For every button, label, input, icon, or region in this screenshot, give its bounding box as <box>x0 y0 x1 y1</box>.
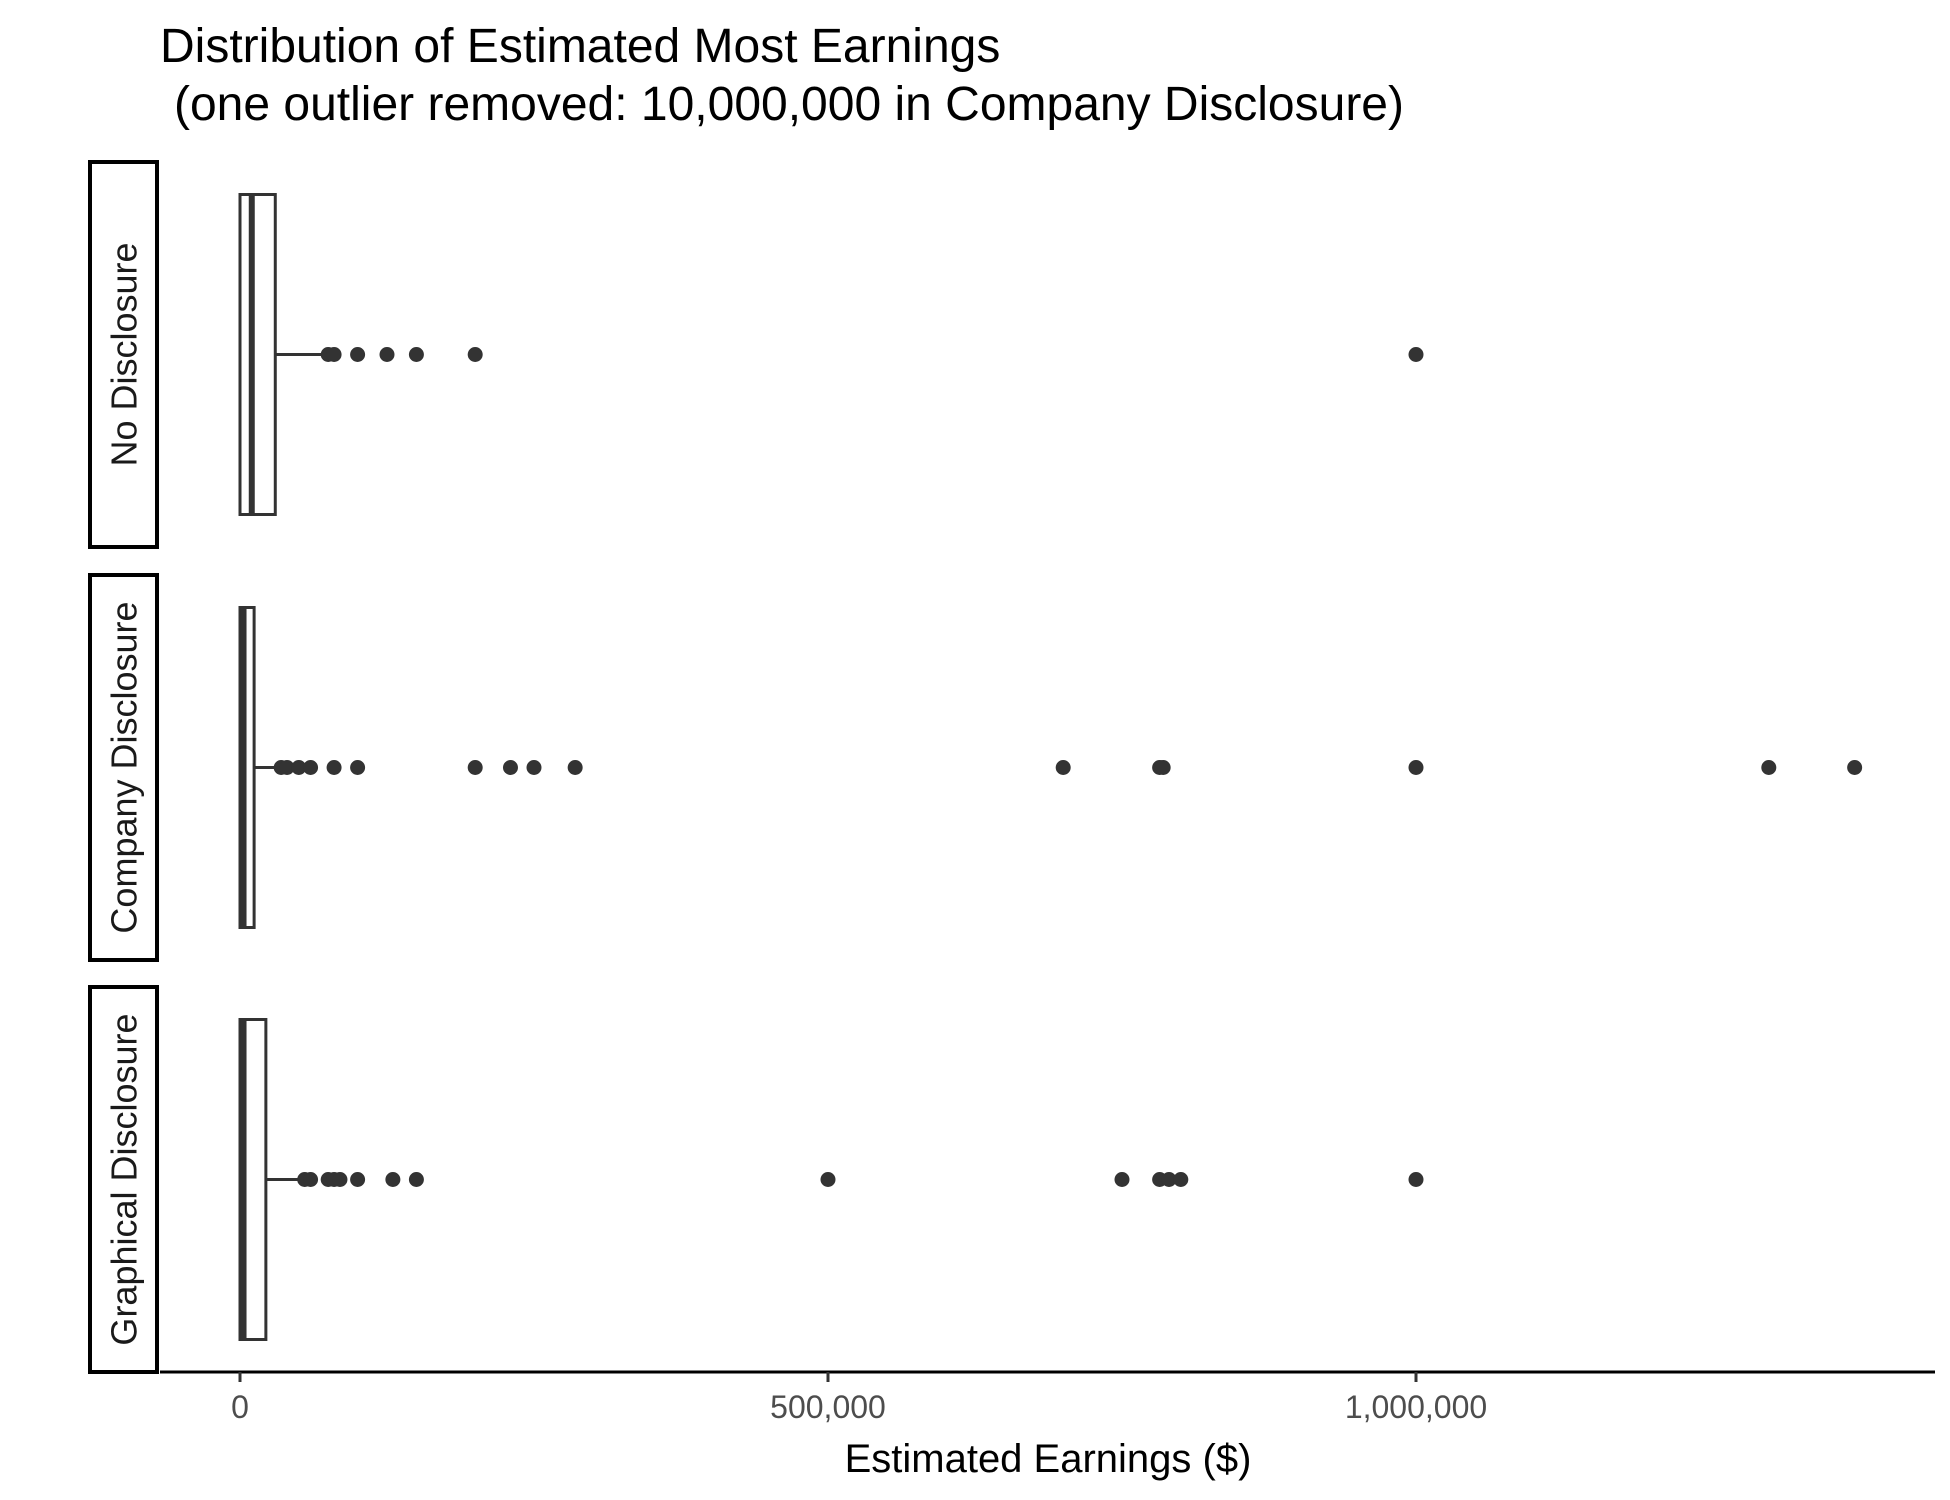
outlier-point <box>1055 760 1071 775</box>
outlier-point <box>326 347 342 362</box>
outlier-point <box>379 347 395 362</box>
x-tick-label: 500,000 <box>770 1389 886 1425</box>
outlier-point <box>1761 760 1777 775</box>
outlier-point <box>303 760 319 775</box>
facet-strip <box>88 573 159 962</box>
facet-panel: No Disclosure <box>88 160 1424 549</box>
outlier-point <box>385 1172 401 1187</box>
facet-panel: Company Disclosure <box>88 573 1863 962</box>
outlier-point <box>291 760 307 775</box>
box-iqr <box>238 193 277 516</box>
outlier-point <box>408 347 424 362</box>
facet-strip-label: Graphical Disclosure <box>104 1013 145 1345</box>
outlier-point <box>279 760 295 775</box>
x-tick-label: 1,000,000 <box>1345 1389 1487 1425</box>
outlier-point <box>408 1172 424 1187</box>
outlier-point <box>350 1172 366 1187</box>
outlier-point <box>303 1172 319 1187</box>
x-axis: 0 500,000 1,000,000 <box>160 1370 1935 1425</box>
outlier-point <box>467 760 483 775</box>
outlier-point <box>1161 1172 1177 1187</box>
outlier-point <box>1114 1172 1130 1187</box>
facet-strip-label: No Disclosure <box>104 242 145 466</box>
outlier-point <box>502 760 518 775</box>
facet-strip-label: Company Disclosure <box>104 601 145 933</box>
outlier-point <box>1408 760 1424 775</box>
outlier-point <box>567 760 583 775</box>
outlier-point <box>1408 1172 1424 1187</box>
facet-panels: No Disclosure Company Disclosure Graphical… <box>88 160 1863 1374</box>
outlier-point <box>467 347 483 362</box>
chart-subtitle: (one outlier removed: 10,000,000 in Comp… <box>174 78 1404 131</box>
outlier-point <box>326 760 342 775</box>
chart-title: Distribution of Estimated Most Earnings <box>160 20 1000 73</box>
outlier-point <box>350 347 366 362</box>
outlier-point <box>526 760 542 775</box>
outlier-point <box>1173 1172 1189 1187</box>
outlier-point <box>332 1172 348 1187</box>
facet-strip <box>88 160 159 549</box>
facet-panel: Graphical Disclosure <box>88 985 1424 1374</box>
outlier-point <box>1408 347 1424 362</box>
x-axis-title: Estimated Earnings ($) <box>845 1437 1252 1481</box>
facet-strip <box>88 985 159 1374</box>
x-tick-label: 0 <box>231 1389 249 1425</box>
outlier-point <box>1155 760 1171 775</box>
outlier-point <box>1847 760 1863 775</box>
outlier-point <box>350 760 366 775</box>
outlier-point <box>820 1172 836 1187</box>
